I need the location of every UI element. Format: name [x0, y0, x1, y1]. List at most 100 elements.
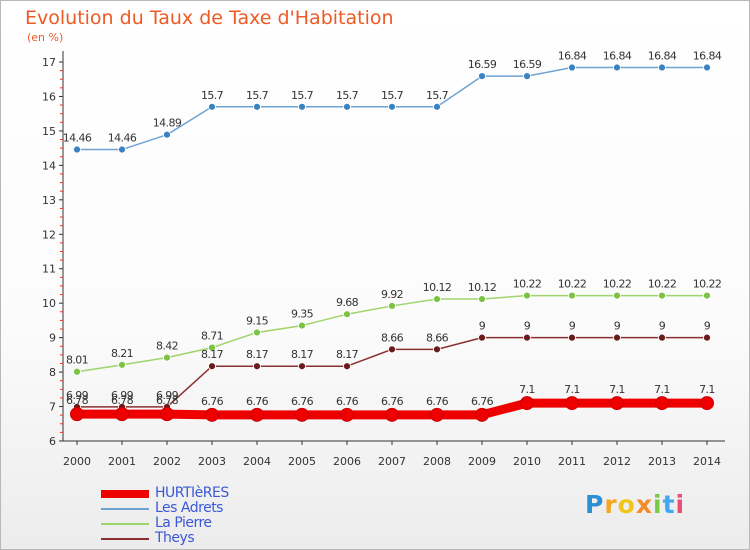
- data-point-hurti-res: [295, 407, 309, 422]
- data-point-theys: [298, 362, 306, 371]
- data-label-hurti-res: 6.78: [66, 394, 89, 407]
- data-label-hurti-res: 7.1: [609, 383, 625, 396]
- y-tick-label: 17: [42, 56, 56, 69]
- data-label-les-adrets: 16.59: [468, 58, 497, 71]
- data-point-hurti-res: [70, 407, 84, 422]
- data-point-theys: [253, 362, 261, 371]
- y-tick-label: 16: [42, 90, 56, 103]
- logo-letter: i: [653, 490, 663, 519]
- data-point-la-pierre: [388, 302, 396, 310]
- data-point-theys: [433, 345, 441, 354]
- data-label-theys: 6.99: [66, 389, 89, 402]
- data-label-les-adrets: 16.84: [603, 50, 632, 63]
- data-label-hurti-res: 6.76: [291, 395, 314, 408]
- x-tick-label: 2004: [243, 455, 271, 468]
- data-point-hurti-res: [385, 407, 399, 422]
- data-label-la-pierre: 10.22: [648, 278, 677, 291]
- legend-item-theys: Theys: [101, 530, 321, 547]
- data-point-les-adrets: [568, 63, 576, 72]
- y-tick-label: 8: [49, 366, 56, 379]
- legend-label-les-adrets: Les Adrets: [155, 500, 223, 516]
- data-point-les-adrets: [118, 145, 126, 154]
- data-point-les-adrets: [163, 130, 171, 139]
- data-label-les-adrets: 14.46: [108, 132, 137, 145]
- data-point-hurti-res: [115, 407, 129, 422]
- legend-item-hurti-res: HURTIèRES: [101, 485, 321, 502]
- logo-letter: t: [662, 490, 676, 519]
- data-label-hurti-res: 6.78: [156, 394, 179, 407]
- data-label-hurti-res: 6.76: [471, 395, 494, 408]
- data-point-les-adrets: [523, 72, 531, 81]
- logo-letter: x: [635, 490, 653, 519]
- data-point-theys: [568, 333, 576, 342]
- data-label-theys: 8.17: [246, 348, 269, 361]
- data-label-les-adrets: 15.7: [291, 89, 314, 102]
- y-tick-label: 12: [42, 228, 56, 241]
- data-point-la-pierre: [298, 321, 306, 330]
- logo-letter: o: [617, 490, 636, 519]
- data-label-la-pierre: 10.12: [468, 281, 497, 294]
- data-label-theys: 6.99: [156, 389, 179, 402]
- data-point-la-pierre: [703, 291, 711, 300]
- legend-swatch-la-pierre: [101, 523, 149, 525]
- data-point-la-pierre: [658, 291, 666, 300]
- data-point-les-adrets: [253, 102, 261, 111]
- data-label-la-pierre: 9.68: [336, 296, 359, 309]
- logo-letter: P: [585, 490, 605, 519]
- data-point-hurti-res: [655, 396, 669, 411]
- legend-item-les-adrets: Les Adrets: [101, 500, 321, 517]
- data-label-la-pierre: 8.01: [66, 354, 88, 367]
- data-point-la-pierre: [613, 291, 621, 300]
- data-point-les-adrets: [388, 102, 396, 111]
- x-tick-label: 2007: [378, 455, 406, 468]
- data-point-la-pierre: [73, 367, 81, 376]
- legend-label-hurti-res: HURTIèRES: [155, 485, 229, 501]
- data-point-theys: [523, 333, 531, 342]
- data-point-les-adrets: [703, 63, 711, 72]
- y-tick-label: 6: [49, 435, 56, 448]
- y-tick-label: 9: [49, 332, 56, 345]
- data-point-hurti-res: [340, 407, 354, 422]
- data-label-theys: 9: [524, 320, 531, 333]
- x-tick-label: 2003: [198, 455, 226, 468]
- data-point-les-adrets: [208, 102, 216, 111]
- chart-legend: HURTIèRES Les Adrets La Pierre Theys: [101, 485, 321, 547]
- data-label-les-adrets: 16.59: [513, 58, 542, 71]
- data-label-la-pierre: 9.15: [246, 314, 269, 327]
- x-tick-label: 2002: [153, 455, 181, 468]
- data-label-theys: 9: [659, 320, 666, 333]
- data-point-theys: [478, 333, 486, 342]
- data-label-la-pierre: 10.12: [423, 281, 452, 294]
- data-label-les-adrets: 16.84: [558, 50, 587, 63]
- data-label-la-pierre: 10.22: [558, 278, 587, 291]
- data-point-hurti-res: [160, 407, 174, 422]
- data-point-theys: [388, 345, 396, 354]
- legend-label-theys: Theys: [155, 530, 195, 546]
- data-label-la-pierre: 10.22: [513, 278, 542, 291]
- data-point-theys: [208, 362, 216, 371]
- y-tick-label: 15: [42, 125, 56, 138]
- data-label-hurti-res: 6.76: [336, 395, 359, 408]
- data-label-les-adrets: 16.84: [693, 50, 722, 63]
- data-label-les-adrets: 14.89: [153, 117, 182, 130]
- data-label-theys: 8.66: [381, 331, 404, 344]
- data-label-la-pierre: 8.71: [201, 330, 223, 343]
- data-point-la-pierre: [523, 291, 531, 300]
- data-label-theys: 8.66: [426, 331, 449, 344]
- data-label-hurti-res: 6.76: [201, 395, 224, 408]
- data-point-hurti-res: [565, 396, 579, 411]
- data-point-hurti-res: [700, 396, 714, 411]
- legend-item-la-pierre: La Pierre: [101, 515, 321, 532]
- legend-swatch-hurti-res: [101, 490, 149, 498]
- data-point-hurti-res: [520, 396, 534, 411]
- data-point-theys: [703, 333, 711, 342]
- x-tick-label: 2012: [603, 455, 631, 468]
- data-point-la-pierre: [118, 360, 126, 369]
- data-label-hurti-res: 6.76: [426, 395, 449, 408]
- y-tick-label: 7: [49, 401, 56, 414]
- data-point-les-adrets: [613, 63, 621, 72]
- data-point-theys: [343, 362, 351, 371]
- x-tick-label: 2010: [513, 455, 541, 468]
